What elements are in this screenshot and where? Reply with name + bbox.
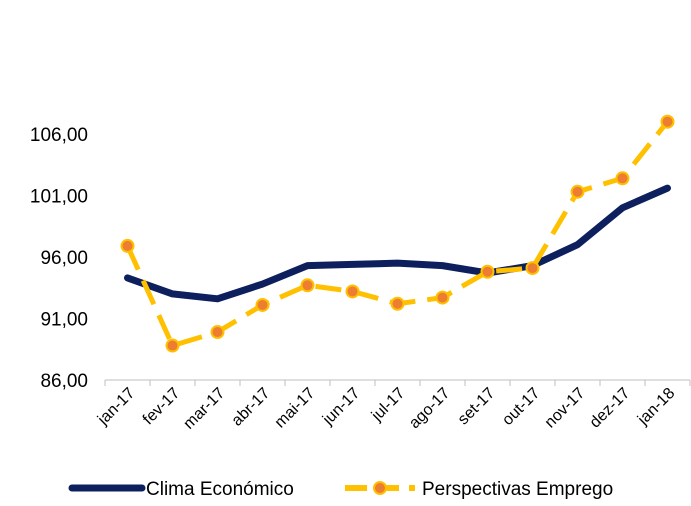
x-tick-label: jan-18 [634, 385, 678, 429]
y-tick-label: 106,00 [30, 125, 88, 146]
x-tick-label: jul-17 [368, 385, 408, 425]
data-point-perspectivas-emprego [435, 290, 450, 305]
y-tick-label: 86,00 [40, 371, 88, 392]
x-tick-label: ago-17 [406, 385, 453, 432]
data-point-perspectivas-emprego [345, 284, 360, 299]
x-tick-label: dez-17 [587, 385, 634, 432]
legend: Clima Económico Perspectivas Emprego [68, 479, 613, 500]
data-point-perspectivas-emprego [525, 261, 540, 276]
data-point-perspectivas-emprego [210, 325, 225, 340]
data-point-perspectivas-emprego [120, 238, 135, 253]
x-tick-label: fev-17 [140, 385, 184, 429]
series-line-clima-economico [124, 184, 671, 303]
x-tick-label: mar-17 [180, 385, 228, 433]
x-tick-label: jun-17 [319, 385, 363, 429]
data-point-perspectivas-emprego [615, 171, 630, 186]
data-point-perspectivas-emprego [570, 184, 585, 199]
legend-marker-perspectivas-emprego [373, 481, 387, 495]
legend-label-perspectivas-emprego: Perspectivas Emprego [422, 479, 613, 500]
x-tick-label: out-17 [499, 385, 543, 429]
legend-label-clima-economico: Clima Económico [146, 479, 294, 500]
y-tick-label: 91,00 [40, 310, 88, 331]
data-point-perspectivas-emprego [165, 338, 180, 353]
y-tick-label: 101,00 [30, 187, 88, 208]
series-layer [120, 114, 675, 353]
data-point-perspectivas-emprego [255, 297, 270, 312]
data-point-perspectivas-emprego [660, 114, 675, 129]
data-point-perspectivas-emprego [390, 296, 405, 311]
x-tick-label: jan-17 [94, 385, 138, 429]
y-tick-label: 96,00 [40, 248, 88, 269]
x-tick-label: nov-17 [542, 385, 589, 432]
x-tick-label: set-17 [455, 385, 499, 429]
data-point-perspectivas-emprego [300, 278, 315, 293]
data-point-perspectivas-emprego [480, 264, 495, 279]
x-tick-label: mai-17 [272, 385, 319, 432]
x-tick-label: abr-17 [229, 385, 274, 430]
y-axis-tick-labels: 86,00 91,00 96,00 101,00 106,00 [30, 125, 88, 392]
